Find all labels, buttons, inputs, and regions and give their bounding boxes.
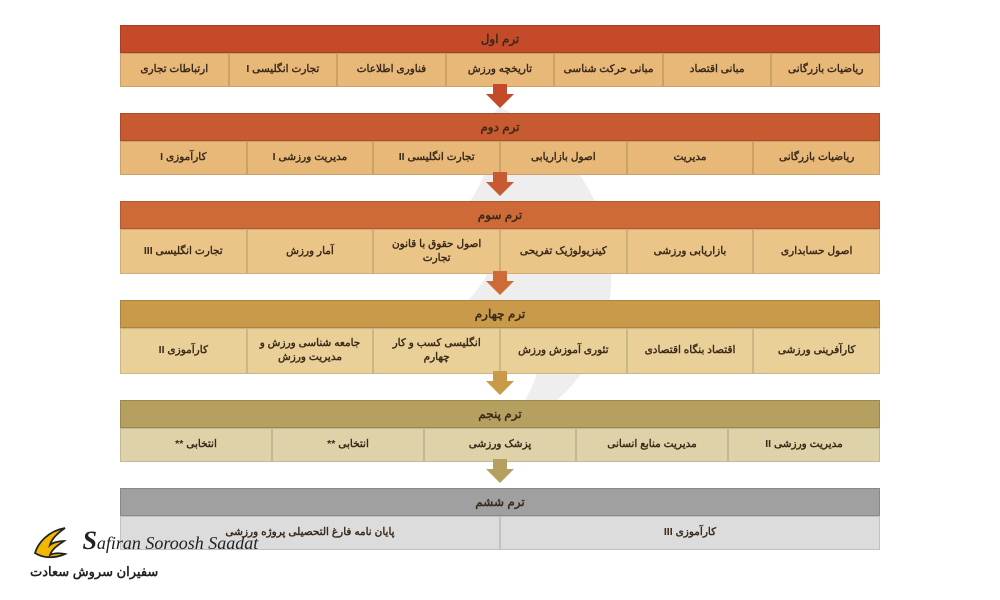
course-cell: آمار ورزش	[247, 229, 374, 274]
arrow-row	[120, 376, 880, 400]
course-cell: انتخابی **	[120, 428, 272, 462]
logo-text-en: Safiran Soroosh Saadat	[82, 533, 258, 553]
term-header: ترم چهارم	[120, 300, 880, 328]
arrow-down-icon	[486, 469, 514, 483]
course-cell: مدیریت ورزشی I	[247, 141, 374, 175]
course-cell: تاریخچه ورزش	[446, 53, 555, 87]
courses-row: اصول حسابداریبازاریابی ورزشیکینزیولوژیک …	[120, 229, 880, 274]
term-block: ترم سوماصول حسابداریبازاریابی ورزشیکینزی…	[120, 201, 880, 274]
term-block: ترم اولریاضیات بازرگانیمبانی اقتصادمبانی…	[120, 25, 880, 87]
arrow-row	[120, 89, 880, 113]
course-cell: مدیریت ورزشی II	[728, 428, 880, 462]
course-cell: اصول بازاریابی	[500, 141, 627, 175]
course-cell: مدیریت	[627, 141, 754, 175]
wing-icon	[30, 523, 78, 566]
arrow-row	[120, 177, 880, 201]
term-header: ترم ششم	[120, 488, 880, 516]
course-cell: تجارت انگلیسی II	[373, 141, 500, 175]
course-cell: مبانی حرکت شناسی	[554, 53, 663, 87]
courses-row: ریاضیات بازرگانیمبانی اقتصادمبانی حرکت ش…	[120, 53, 880, 87]
course-cell: کارآموزی II	[120, 328, 247, 373]
arrow-down-icon	[486, 182, 514, 196]
course-cell: انتخابی **	[272, 428, 424, 462]
term-block: ترم پنجممدیریت ورزشی IIمدیریت منابع انسا…	[120, 400, 880, 462]
course-cell: تئوری آموزش ورزش	[500, 328, 627, 373]
course-cell: جامعه شناسی ورزش و مدیریت ورزش	[247, 328, 374, 373]
course-cell: اصول حسابداری	[753, 229, 880, 274]
brand-logo: Safiran Soroosh Saadat سفیران سروش سعادت	[30, 523, 258, 580]
course-cell: کارآفرینی ورزشی	[753, 328, 880, 373]
curriculum-diagram: ترم اولریاضیات بازرگانیمبانی اقتصادمبانی…	[120, 25, 880, 550]
courses-row: کارآفرینی ورزشیاقتصاد بنگاه اقتصادیتئوری…	[120, 328, 880, 373]
term-header: ترم اول	[120, 25, 880, 53]
term-header: ترم دوم	[120, 113, 880, 141]
course-cell: مدیریت منابع انسانی	[576, 428, 728, 462]
course-cell: بازاریابی ورزشی	[627, 229, 754, 274]
arrow-row	[120, 276, 880, 300]
course-cell: ارتباطات تجاری	[120, 53, 229, 87]
courses-row: مدیریت ورزشی IIمدیریت منابع انسانیپزشک و…	[120, 428, 880, 462]
course-cell: اصول حقوق با قانون تجارت	[373, 229, 500, 274]
logo-text-fa: سفیران سروش سعادت	[30, 564, 258, 580]
course-cell: کارآموزی III	[500, 516, 880, 550]
course-cell: تجارت انگلیسی III	[120, 229, 247, 274]
course-cell: کینزیولوژیک تفریحی	[500, 229, 627, 274]
course-cell: اقتصاد بنگاه اقتصادی	[627, 328, 754, 373]
course-cell: ریاضیات بازرگانی	[771, 53, 880, 87]
term-header: ترم سوم	[120, 201, 880, 229]
course-cell: پزشک ورزشی	[424, 428, 576, 462]
course-cell: تجارت انگلیسی I	[229, 53, 338, 87]
arrow-down-icon	[486, 281, 514, 295]
arrow-down-icon	[486, 381, 514, 395]
course-cell: مبانی اقتصاد	[663, 53, 772, 87]
course-cell: کارآموزی I	[120, 141, 247, 175]
term-block: ترم چهارمکارآفرینی ورزشیاقتصاد بنگاه اقت…	[120, 300, 880, 373]
arrow-down-icon	[486, 94, 514, 108]
course-cell: ریاضیات بازرگانی	[753, 141, 880, 175]
term-block: ترم دومریاضیات بازرگانیمدیریتاصول بازاری…	[120, 113, 880, 175]
arrow-row	[120, 464, 880, 488]
course-cell: انگلیسی کسب و کار چهارم	[373, 328, 500, 373]
course-cell: فناوری اطلاعات	[337, 53, 446, 87]
courses-row: ریاضیات بازرگانیمدیریتاصول بازاریابیتجار…	[120, 141, 880, 175]
term-header: ترم پنجم	[120, 400, 880, 428]
